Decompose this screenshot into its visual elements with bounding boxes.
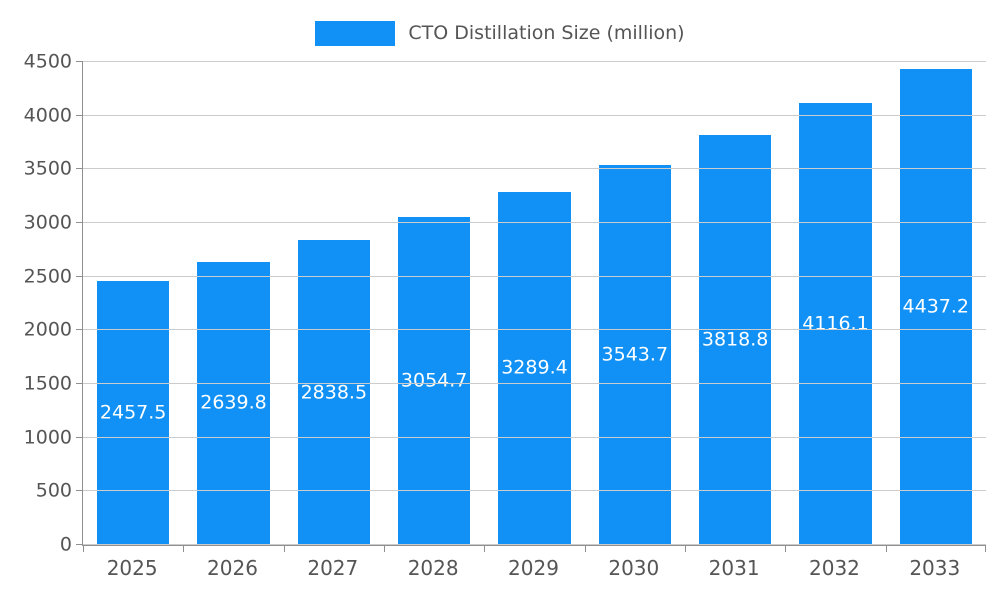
x-tick-label: 2028 <box>407 556 459 580</box>
y-tick-mark <box>76 114 83 116</box>
legend: CTO Distillation Size (million) <box>0 18 1000 48</box>
bar-value-label: 2457.5 <box>99 401 167 424</box>
y-tick-label: 4000 <box>23 104 72 127</box>
gridline <box>83 383 986 385</box>
bar-value-label: 3289.4 <box>501 356 568 379</box>
gridline <box>83 436 986 438</box>
x-tick-mark <box>584 546 586 552</box>
gridline <box>83 329 986 331</box>
y-tick-mark <box>76 329 83 331</box>
gridline <box>83 275 986 277</box>
gridline <box>83 490 986 492</box>
y-tick-mark <box>76 61 83 62</box>
x-tick-label: 2032 <box>809 556 860 580</box>
gridline <box>83 114 986 116</box>
bar-value-label: 3543.7 <box>601 343 669 366</box>
x-tick-label: 2030 <box>608 556 660 580</box>
y-tick-label: 1500 <box>23 372 72 395</box>
bar-cell: 3289.4 <box>484 62 584 545</box>
y-tick-mark <box>76 490 83 492</box>
bar-2031[interactable]: 3818.8 <box>699 135 772 545</box>
bar-2032[interactable]: 4116.1 <box>799 103 872 545</box>
y-tick-mark <box>76 168 83 170</box>
x-tick-mark <box>684 546 686 552</box>
bar-value-label: 3818.8 <box>701 328 769 351</box>
x-tick-label: 2026 <box>207 556 258 580</box>
y-axis: 0 500 1000 1500 2000 2500 3000 3500 4000 4500 <box>0 52 72 554</box>
bar-cell: 2639.8 <box>183 62 283 545</box>
y-tick-label: 4500 <box>23 50 72 73</box>
gridline <box>83 544 986 545</box>
bar-cell: 4116.1 <box>785 62 885 545</box>
y-tick-mark <box>76 436 83 438</box>
y-tick-label: 3500 <box>23 157 72 180</box>
bar-cell: 2838.5 <box>284 62 384 545</box>
gridline <box>83 61 986 62</box>
plot-area: 2457.5 2639.8 2838.5 3054.7 3289.4 3543.7 3818… <box>76 61 986 552</box>
x-tick-mark <box>183 546 185 552</box>
bar-value-label: 4437.2 <box>902 295 970 318</box>
y-tick-label: 3000 <box>23 211 72 234</box>
y-tick-mark <box>76 222 83 224</box>
bar-value-label: 4116.1 <box>802 312 869 335</box>
bar-2028[interactable]: 3054.7 <box>398 217 471 545</box>
x-tick-label: 2033 <box>909 556 961 580</box>
x-tick-label: 2025 <box>106 556 158 580</box>
x-tick-mark <box>283 546 285 552</box>
y-tick-label: 2000 <box>23 318 72 341</box>
x-tick-mark <box>484 546 486 552</box>
bar-2025[interactable]: 2457.5 <box>97 281 170 545</box>
x-tick-label: 2031 <box>708 556 760 580</box>
bar-cell: 4437.2 <box>886 62 986 545</box>
bar-2026[interactable]: 2639.8 <box>197 261 270 545</box>
x-axis: 2025 2026 2027 2028 2029 2030 2031 2032 2033 <box>82 556 985 588</box>
bar-cell: 2457.5 <box>83 62 183 545</box>
x-tick-label: 2027 <box>307 556 359 580</box>
x-tick-mark <box>985 546 986 552</box>
y-tick-mark <box>76 544 83 545</box>
bar-value-label: 2838.5 <box>300 381 368 404</box>
y-tick-label: 1000 <box>23 426 72 449</box>
x-tick-label: 2029 <box>508 556 559 580</box>
gridline <box>83 222 986 224</box>
bar-2027[interactable]: 2838.5 <box>297 240 370 545</box>
x-tick-mark <box>785 546 787 552</box>
bar-2029[interactable]: 3289.4 <box>498 191 571 545</box>
bar-cell: 3054.7 <box>384 62 484 545</box>
y-tick-mark <box>76 275 83 277</box>
legend-label: CTO Distillation Size (million) <box>408 22 685 44</box>
y-tick-label: 2500 <box>23 265 72 288</box>
gridline <box>83 168 986 170</box>
legend-swatch <box>315 20 396 46</box>
x-tick-mark <box>885 546 887 552</box>
bar-cell: 3818.8 <box>685 62 785 545</box>
y-tick-label: 0 <box>59 533 72 556</box>
y-tick-mark <box>76 383 83 385</box>
bar-value-label: 2639.8 <box>200 391 267 414</box>
bar-value-label: 3054.7 <box>400 369 468 392</box>
bar-2030[interactable]: 3543.7 <box>598 164 671 545</box>
y-tick-label: 500 <box>35 479 72 502</box>
x-tick-mark <box>383 546 385 552</box>
x-tick-mark <box>83 546 84 552</box>
bar-2033[interactable]: 4437.2 <box>899 68 972 545</box>
bar-cell: 3543.7 <box>585 62 685 545</box>
bars-container: 2457.5 2639.8 2838.5 3054.7 3289.4 3543.7 3818… <box>83 62 986 545</box>
